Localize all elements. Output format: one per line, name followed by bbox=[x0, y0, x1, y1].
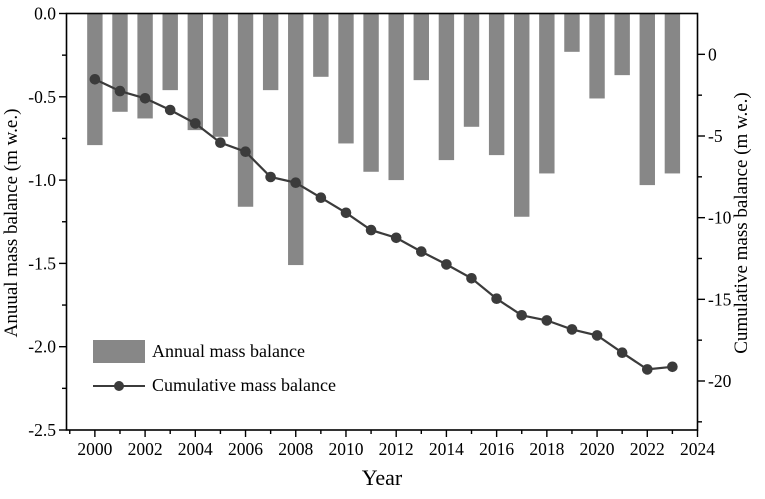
bar-2011 bbox=[363, 13, 379, 172]
x-tick-label: 2022 bbox=[630, 439, 665, 459]
y-axis-label-left: Anuual mass balance (m w.e.) bbox=[1, 108, 22, 338]
x-tick-label: 2008 bbox=[278, 439, 313, 459]
y-right-tick-label: -15 bbox=[708, 289, 732, 309]
point-2018 bbox=[541, 315, 553, 326]
y-left-tick-label: 0.0 bbox=[34, 4, 56, 24]
bar-2001 bbox=[112, 13, 128, 112]
legend-dot-icon bbox=[114, 380, 124, 391]
y-left-tick-label: -2.0 bbox=[28, 337, 56, 357]
point-2012 bbox=[390, 232, 402, 244]
x-tick-label: 2004 bbox=[178, 439, 213, 459]
bar-2013 bbox=[413, 13, 429, 81]
x-tick-label: 2024 bbox=[680, 439, 715, 459]
point-2011 bbox=[365, 224, 377, 236]
bar-2004 bbox=[187, 13, 204, 131]
y-right-tick-label: 0 bbox=[708, 44, 717, 64]
bar-2021 bbox=[614, 13, 630, 76]
x-tick-label: 2000 bbox=[77, 439, 112, 459]
x-tick-label: 2010 bbox=[328, 439, 363, 459]
x-tick-label: 2002 bbox=[128, 439, 163, 459]
bar-2007 bbox=[262, 13, 279, 91]
point-2013 bbox=[416, 246, 427, 257]
bar-2015 bbox=[463, 13, 480, 127]
point-2008 bbox=[290, 177, 302, 188]
bar-2005 bbox=[212, 13, 229, 137]
legend-label-cumulative: Cumulative mass balance bbox=[152, 375, 336, 395]
point-2017 bbox=[516, 310, 527, 321]
legend-bar-swatch bbox=[93, 340, 145, 363]
x-tick-label: 2014 bbox=[429, 439, 464, 459]
point-2004 bbox=[190, 118, 201, 129]
bar-2022 bbox=[639, 13, 655, 186]
x-tick-label: 2012 bbox=[379, 439, 414, 459]
point-2019 bbox=[566, 324, 578, 335]
point-2014 bbox=[441, 259, 452, 270]
x-tick-label: 2016 bbox=[479, 439, 514, 459]
bar-2017 bbox=[514, 13, 530, 217]
point-2015 bbox=[466, 273, 477, 284]
bar-2018 bbox=[539, 13, 555, 174]
point-2000 bbox=[89, 74, 101, 85]
y-right-tick-label: -10 bbox=[708, 208, 732, 228]
point-2001 bbox=[114, 85, 126, 97]
point-2022 bbox=[642, 364, 653, 375]
bar-2016 bbox=[488, 13, 505, 156]
point-2006 bbox=[240, 146, 251, 157]
bar-2006 bbox=[237, 13, 254, 207]
x-tick-label: 2020 bbox=[580, 439, 615, 459]
x-tick-label: 2006 bbox=[228, 439, 263, 459]
point-2005 bbox=[215, 137, 226, 148]
point-2007 bbox=[265, 171, 276, 183]
x-tick-label: 2018 bbox=[529, 439, 564, 459]
bar-2014 bbox=[438, 13, 455, 161]
bar-2010 bbox=[338, 13, 354, 144]
point-2016 bbox=[491, 293, 502, 305]
bar-2002 bbox=[137, 13, 153, 119]
bar-2023 bbox=[664, 13, 681, 174]
bar-2003 bbox=[162, 13, 178, 91]
point-2021 bbox=[616, 347, 628, 359]
point-2003 bbox=[164, 104, 176, 116]
bar-2008 bbox=[288, 13, 304, 266]
y-right-tick-label: -20 bbox=[708, 371, 732, 391]
bar-2009 bbox=[313, 13, 329, 77]
point-2020 bbox=[591, 330, 603, 341]
bar-2019 bbox=[564, 13, 580, 52]
legend-item-annual: Annual mass balance bbox=[93, 340, 336, 363]
point-2002 bbox=[139, 93, 151, 104]
legend-item-cumulative: Cumulative mass balance bbox=[93, 374, 336, 397]
point-2009 bbox=[315, 192, 327, 203]
x-axis-label: Year bbox=[361, 465, 403, 490]
y-right-tick-label: -5 bbox=[708, 126, 723, 146]
legend-line-swatch bbox=[93, 374, 145, 397]
legend-label-annual: Annual mass balance bbox=[152, 341, 305, 361]
bar-2012 bbox=[388, 13, 404, 181]
y-left-tick-label: -2.5 bbox=[28, 420, 56, 440]
legend: Annual mass balance Cumulative mass bala… bbox=[93, 340, 336, 397]
y-left-tick-label: -1.5 bbox=[28, 253, 56, 273]
y-left-tick-label: -1.0 bbox=[28, 170, 56, 190]
cumulative-line bbox=[94, 78, 673, 371]
bar-2020 bbox=[589, 13, 605, 99]
y-left-tick-label: -0.5 bbox=[28, 87, 56, 107]
point-2010 bbox=[340, 207, 352, 219]
point-2023 bbox=[667, 361, 678, 373]
y-axis-label-right: Cumulative mass balance (m w.e.) bbox=[731, 92, 752, 354]
